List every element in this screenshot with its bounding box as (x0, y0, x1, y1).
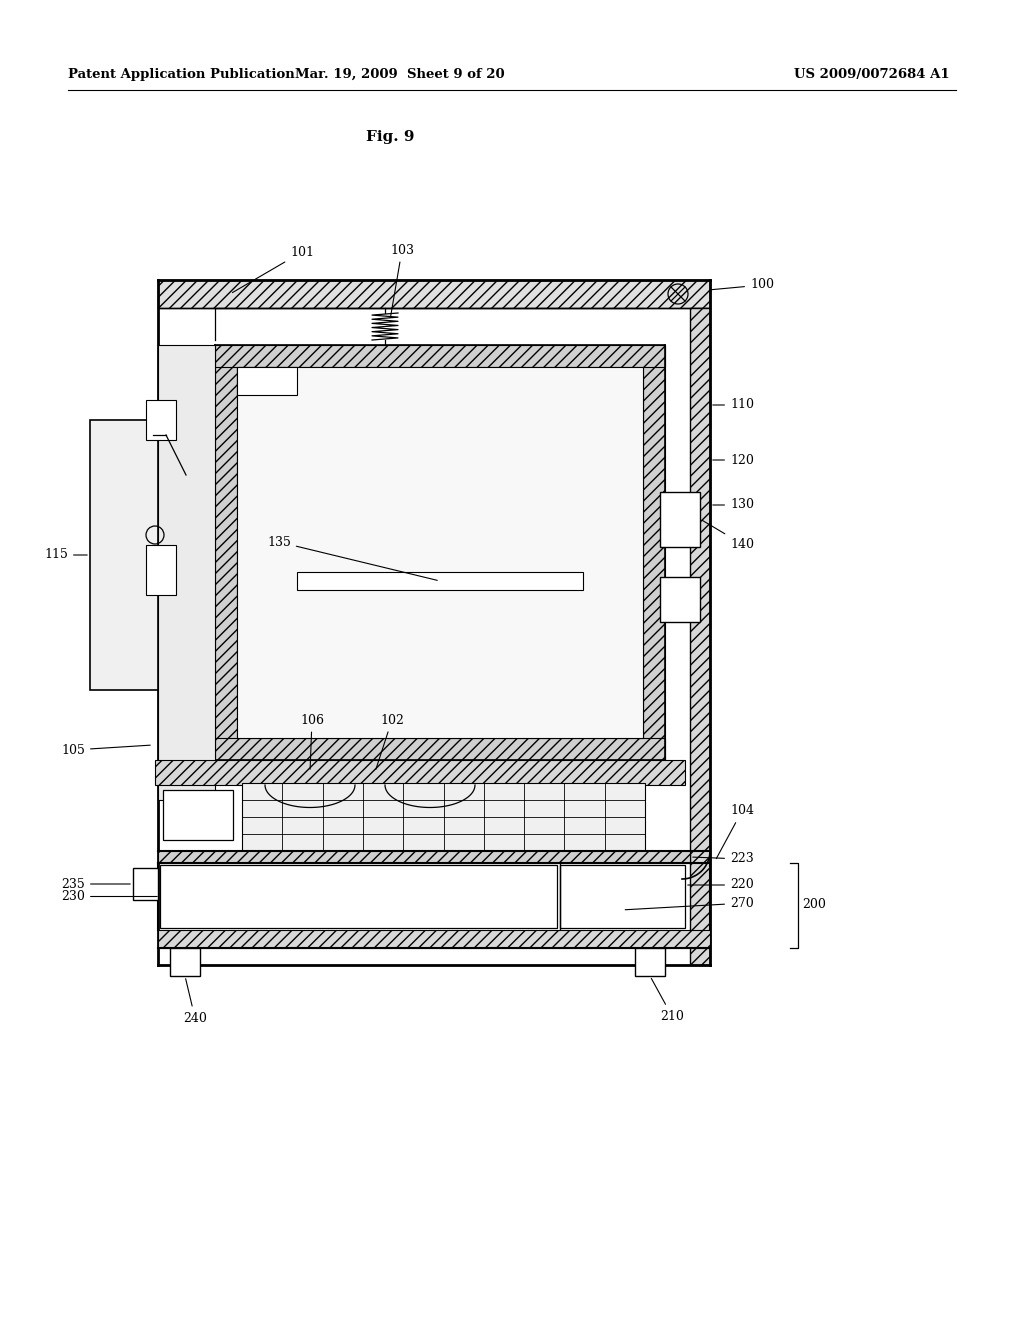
Bar (160, 865, 557, 928)
Bar (158, 931, 710, 948)
Bar (635, 948, 665, 975)
Text: 102: 102 (376, 714, 403, 770)
Bar (297, 572, 583, 590)
Text: 200: 200 (802, 899, 826, 912)
Bar (690, 308, 710, 965)
Text: 110: 110 (713, 399, 754, 412)
Bar (170, 948, 200, 975)
Bar (237, 367, 643, 738)
Bar (158, 851, 690, 863)
Text: 100: 100 (711, 279, 774, 292)
Text: 115: 115 (44, 549, 87, 561)
Bar (163, 789, 233, 840)
Bar (215, 345, 665, 367)
Text: 240: 240 (183, 978, 207, 1024)
Bar (237, 367, 297, 395)
Bar (242, 783, 645, 851)
Text: 220: 220 (688, 879, 754, 891)
Bar (660, 577, 700, 622)
Text: 105: 105 (61, 743, 151, 756)
Bar (133, 869, 158, 900)
Bar (215, 345, 237, 760)
Text: 101: 101 (232, 246, 314, 293)
Bar (146, 400, 176, 440)
Text: 230: 230 (61, 890, 158, 903)
Text: Fig. 9: Fig. 9 (366, 129, 415, 144)
Text: US 2009/0072684 A1: US 2009/0072684 A1 (795, 69, 950, 81)
Bar (158, 280, 710, 308)
Text: 210: 210 (651, 978, 684, 1023)
Text: 140: 140 (702, 520, 754, 550)
Text: 223: 223 (693, 853, 754, 866)
Text: 120: 120 (713, 454, 754, 466)
Text: Mar. 19, 2009  Sheet 9 of 20: Mar. 19, 2009 Sheet 9 of 20 (295, 69, 505, 81)
Text: 106: 106 (300, 714, 324, 770)
Bar (643, 345, 665, 760)
Bar (660, 492, 700, 546)
Text: 130: 130 (713, 499, 754, 511)
Bar (146, 545, 176, 595)
Text: 103: 103 (390, 243, 414, 317)
Bar (158, 345, 215, 800)
Bar (215, 738, 665, 760)
Text: 235: 235 (61, 878, 130, 891)
Text: 135: 135 (267, 536, 437, 581)
Bar (155, 760, 685, 785)
Text: 104: 104 (717, 804, 754, 858)
Bar (560, 865, 685, 928)
Text: Patent Application Publication: Patent Application Publication (68, 69, 295, 81)
Bar (90, 420, 158, 690)
Text: 270: 270 (626, 896, 754, 909)
